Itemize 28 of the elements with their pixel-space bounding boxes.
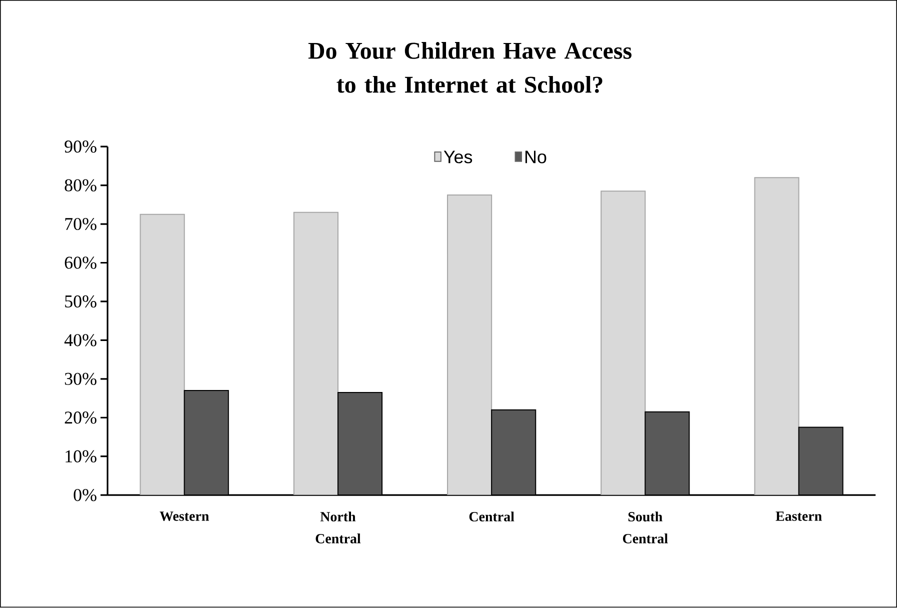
y-tick-label: 10% (66, 450, 96, 463)
legend-label: No (525, 150, 546, 164)
bar (184, 390, 229, 496)
y-tick-label: 70% (65, 218, 96, 230)
y-tick-label: 80% (64, 179, 96, 192)
bar (600, 190, 646, 496)
bar (447, 194, 492, 496)
y-tick-label: 60% (64, 256, 96, 270)
y-tick-label: 30% (64, 373, 96, 386)
y-tick-label: 50% (65, 296, 96, 308)
bar (491, 410, 536, 496)
x-tick-label: Central (469, 512, 514, 522)
y-tick-label: 40% (64, 334, 96, 346)
y-tick-label: 20% (64, 412, 96, 424)
y-tick-label: 0% (74, 489, 96, 502)
x-tick-label: South Central (622, 512, 668, 544)
legend-label: Yes (444, 150, 472, 164)
bar (798, 426, 844, 496)
y-tick-label: 90% (64, 140, 96, 153)
chart-title: Do Your Children Have Access to the Internet at School? (308, 42, 632, 94)
bar (754, 177, 800, 496)
bar (293, 212, 338, 496)
x-tick-label: Western (160, 512, 209, 522)
bar (140, 214, 185, 496)
bar (337, 392, 383, 496)
bar (644, 412, 690, 496)
x-tick-label: Eastern (776, 512, 822, 522)
x-tick-label: North Central (316, 512, 361, 544)
